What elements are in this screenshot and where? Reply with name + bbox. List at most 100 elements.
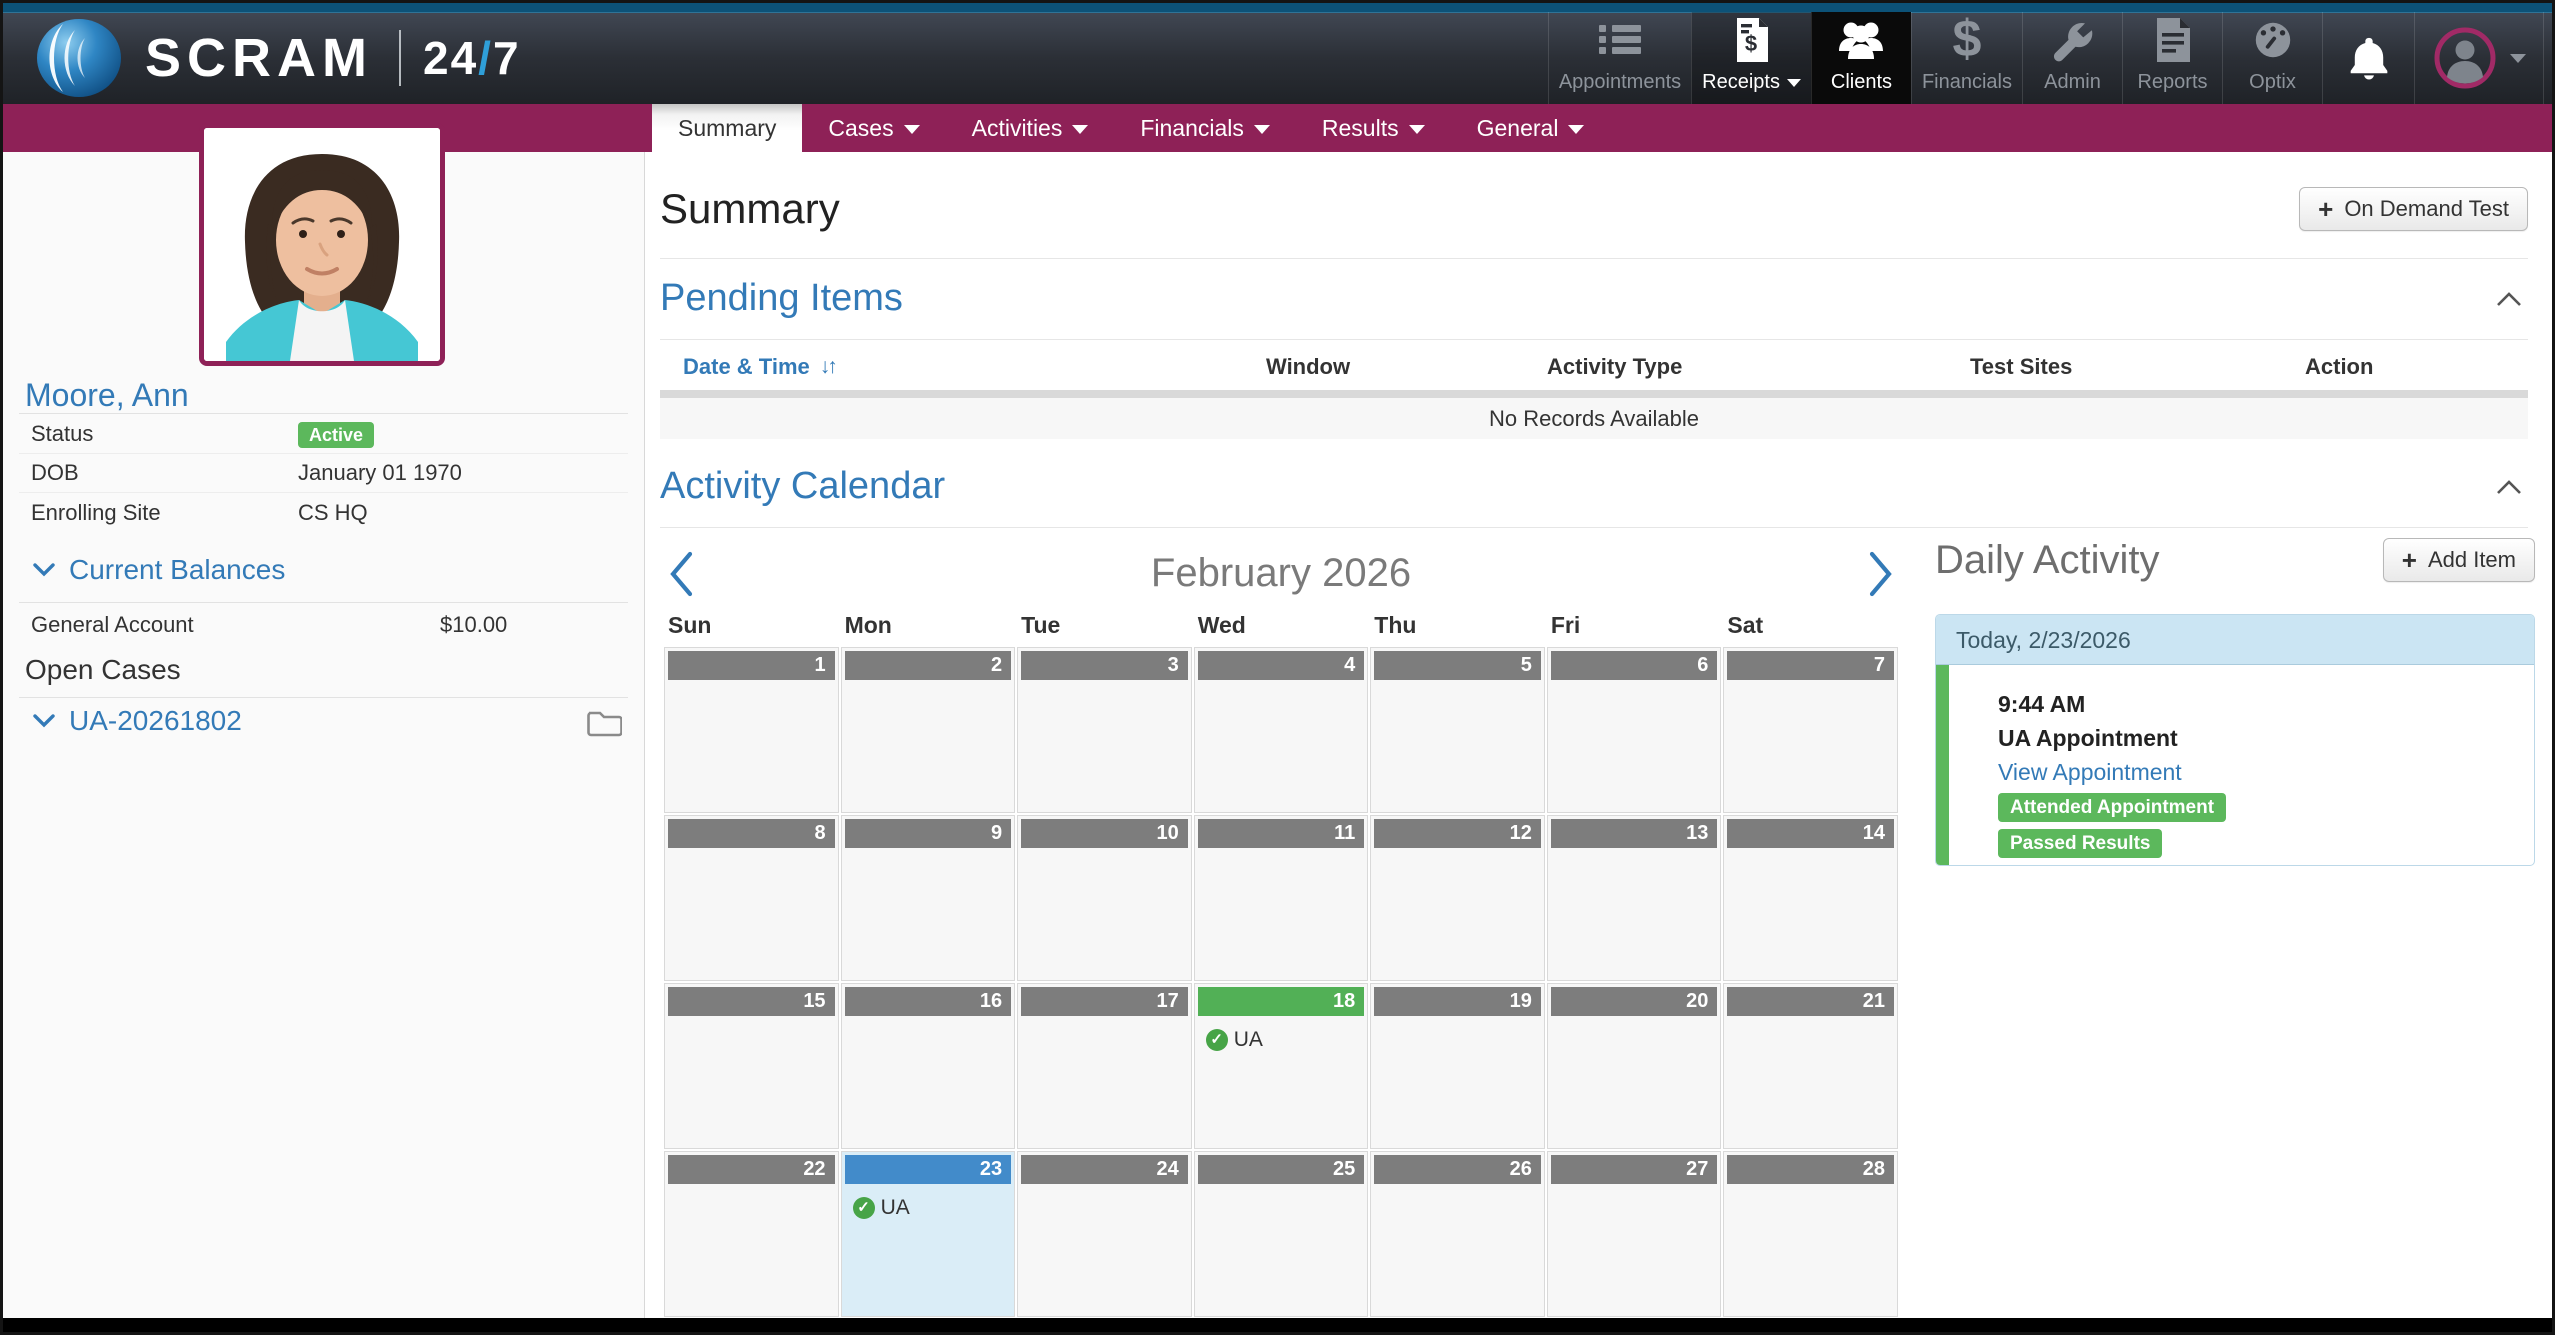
calendar-day[interactable]: 8 [664, 815, 839, 981]
folder-icon[interactable] [586, 707, 623, 744]
calendar-day[interactable]: 15 [664, 983, 839, 1149]
nav-reports[interactable]: Reports [2122, 12, 2222, 104]
nav-admin[interactable]: Admin [2022, 12, 2122, 104]
view-appointment-link[interactable]: View Appointment [1998, 759, 2182, 785]
case-link[interactable]: UA-20261802 [69, 705, 242, 736]
nav-financials[interactable]: $ Financials [1910, 12, 2022, 104]
calendar-day-number: 19 [1374, 987, 1541, 1016]
nav-optix[interactable]: Optix [2222, 12, 2322, 104]
calendar-day-number: 16 [844, 987, 1012, 1016]
nav-label: Reports [2137, 71, 2208, 93]
calendar-day-number: 25 [1197, 1155, 1365, 1184]
pending-items-section-header: Pending Items [660, 277, 2528, 327]
calendar-day[interactable]: 14 [1723, 815, 1898, 981]
calendar-day[interactable]: 20 [1546, 983, 1722, 1149]
appointment-time: 9:44 AM [1998, 691, 2086, 717]
detail-row-enrolling-site: Enrolling Site CS HQ [31, 499, 368, 525]
daily-activity-title: Daily Activity [1935, 538, 2160, 582]
calendar-day[interactable]: 22 [664, 1151, 839, 1317]
calendar-day[interactable]: 6 [1546, 647, 1722, 813]
scram-logo: SCRAM 24/7 [33, 19, 521, 97]
caret-down-icon [903, 125, 920, 134]
calendar-day[interactable]: 3 [1017, 647, 1192, 813]
tab-general[interactable]: General [1451, 104, 1611, 152]
calendar-day-number: 21 [1727, 987, 1894, 1016]
svg-text:$: $ [1744, 31, 1756, 56]
calendar-day[interactable]: 16 [840, 983, 1016, 1149]
open-cases-heading: Open Cases [25, 654, 181, 685]
notifications-button[interactable] [2322, 12, 2414, 104]
calendar-day-today[interactable]: 23 ✓ UA [840, 1151, 1016, 1317]
calendar-day[interactable]: 7 [1723, 647, 1898, 813]
caret-down-icon [1408, 125, 1425, 134]
calendar-day[interactable]: 19 [1370, 983, 1545, 1149]
client-name-link[interactable]: Moore, Ann [25, 377, 189, 413]
tab-summary[interactable]: Summary [652, 104, 803, 152]
table-header-bar [660, 390, 2528, 398]
dollar-icon: $ [1952, 13, 1982, 67]
check-icon: ✓ [1205, 1029, 1228, 1051]
column-date-time-sort[interactable]: Date & Time ↓↑ [683, 354, 838, 379]
calendar-day[interactable]: 28 [1723, 1151, 1898, 1317]
calendar-day[interactable]: 12 [1370, 815, 1545, 981]
pending-items-title: Pending Items [660, 277, 903, 319]
tab-financials[interactable]: Financials [1114, 104, 1296, 152]
calendar-day[interactable]: 9 [840, 815, 1016, 981]
status-stripe [1936, 665, 1949, 865]
on-demand-test-button[interactable]: + On Demand Test [2299, 187, 2528, 231]
nav-receipts[interactable]: $ Receipts [1691, 12, 1811, 104]
calendar-day[interactable]: 11 [1193, 815, 1369, 981]
calendar-day[interactable]: 21 [1723, 983, 1898, 1149]
plus-icon: + [2401, 545, 2417, 575]
avatar-icon [2434, 27, 2496, 89]
case-row: UA-20261802 [33, 705, 628, 737]
calendar-event[interactable]: ✓ UA [1205, 1028, 1365, 1052]
nav-appointments[interactable]: Appointments [1547, 12, 1691, 104]
report-icon [2155, 13, 2191, 67]
calendar-day[interactable]: 2 [840, 647, 1016, 813]
status-badge: Active [298, 421, 375, 448]
tab-activities[interactable]: Activities [946, 104, 1115, 152]
collapse-chevron-up-icon[interactable] [2496, 479, 2522, 500]
nav-label: Appointments [1558, 71, 1682, 93]
caret-down-icon [1253, 125, 1270, 134]
user-menu[interactable] [2414, 12, 2544, 104]
calendar-day-passed[interactable]: 18 ✓ UA [1193, 983, 1369, 1149]
calendar-day[interactable]: 26 [1370, 1151, 1545, 1317]
plus-icon: + [2318, 194, 2334, 224]
calendar-day[interactable]: 13 [1546, 815, 1722, 981]
wrench-icon [2051, 13, 2095, 67]
calendar-day[interactable]: 17 [1017, 983, 1192, 1149]
tab-results[interactable]: Results [1296, 104, 1451, 152]
calendar-day-number: 18 [1197, 987, 1365, 1016]
add-item-button[interactable]: + Add Item [2382, 538, 2535, 582]
calendar-day-number: 1 [668, 651, 835, 680]
detail-row-dob: DOB January 01 1970 [19, 454, 628, 493]
calendar-day[interactable]: 10 [1017, 815, 1192, 981]
client-portrait [204, 128, 440, 361]
calendar-day-number: 24 [1021, 1155, 1188, 1184]
tab-cases[interactable]: Cases [802, 104, 945, 152]
collapse-chevron-up-icon[interactable] [2496, 291, 2522, 312]
client-details: Status Active DOB January 01 1970 Enroll… [19, 415, 628, 532]
calendar-day[interactable]: 1 [664, 647, 839, 813]
column-window: Window [1266, 354, 1351, 379]
calendar-day[interactable]: 25 [1193, 1151, 1369, 1317]
attended-appointment-badge: Attended Appointment [1998, 793, 2227, 822]
nav-clients[interactable]: Clients [1810, 12, 1911, 104]
activity-calendar-section-header: Activity Calendar [660, 465, 2528, 515]
next-month-button[interactable] [1868, 550, 1894, 603]
calendar-day-number: 6 [1550, 651, 1718, 680]
calendar-day[interactable]: 27 [1546, 1151, 1722, 1317]
current-balances-toggle[interactable]: Current Balances [33, 554, 285, 586]
client-photo [199, 123, 445, 366]
daily-card-date: Today, 2/23/2026 [1936, 615, 2534, 665]
receipt-icon: $ [1735, 13, 1769, 67]
calendar-event[interactable]: ✓ UA [852, 1196, 1012, 1220]
balance-row: General Account $10.00 [31, 611, 508, 637]
previous-month-button[interactable] [668, 550, 694, 603]
calendar-day[interactable]: 5 [1370, 647, 1545, 813]
calendar-day-number: 3 [1021, 651, 1188, 680]
calendar-day[interactable]: 24 [1017, 1151, 1192, 1317]
calendar-day[interactable]: 4 [1193, 647, 1369, 813]
